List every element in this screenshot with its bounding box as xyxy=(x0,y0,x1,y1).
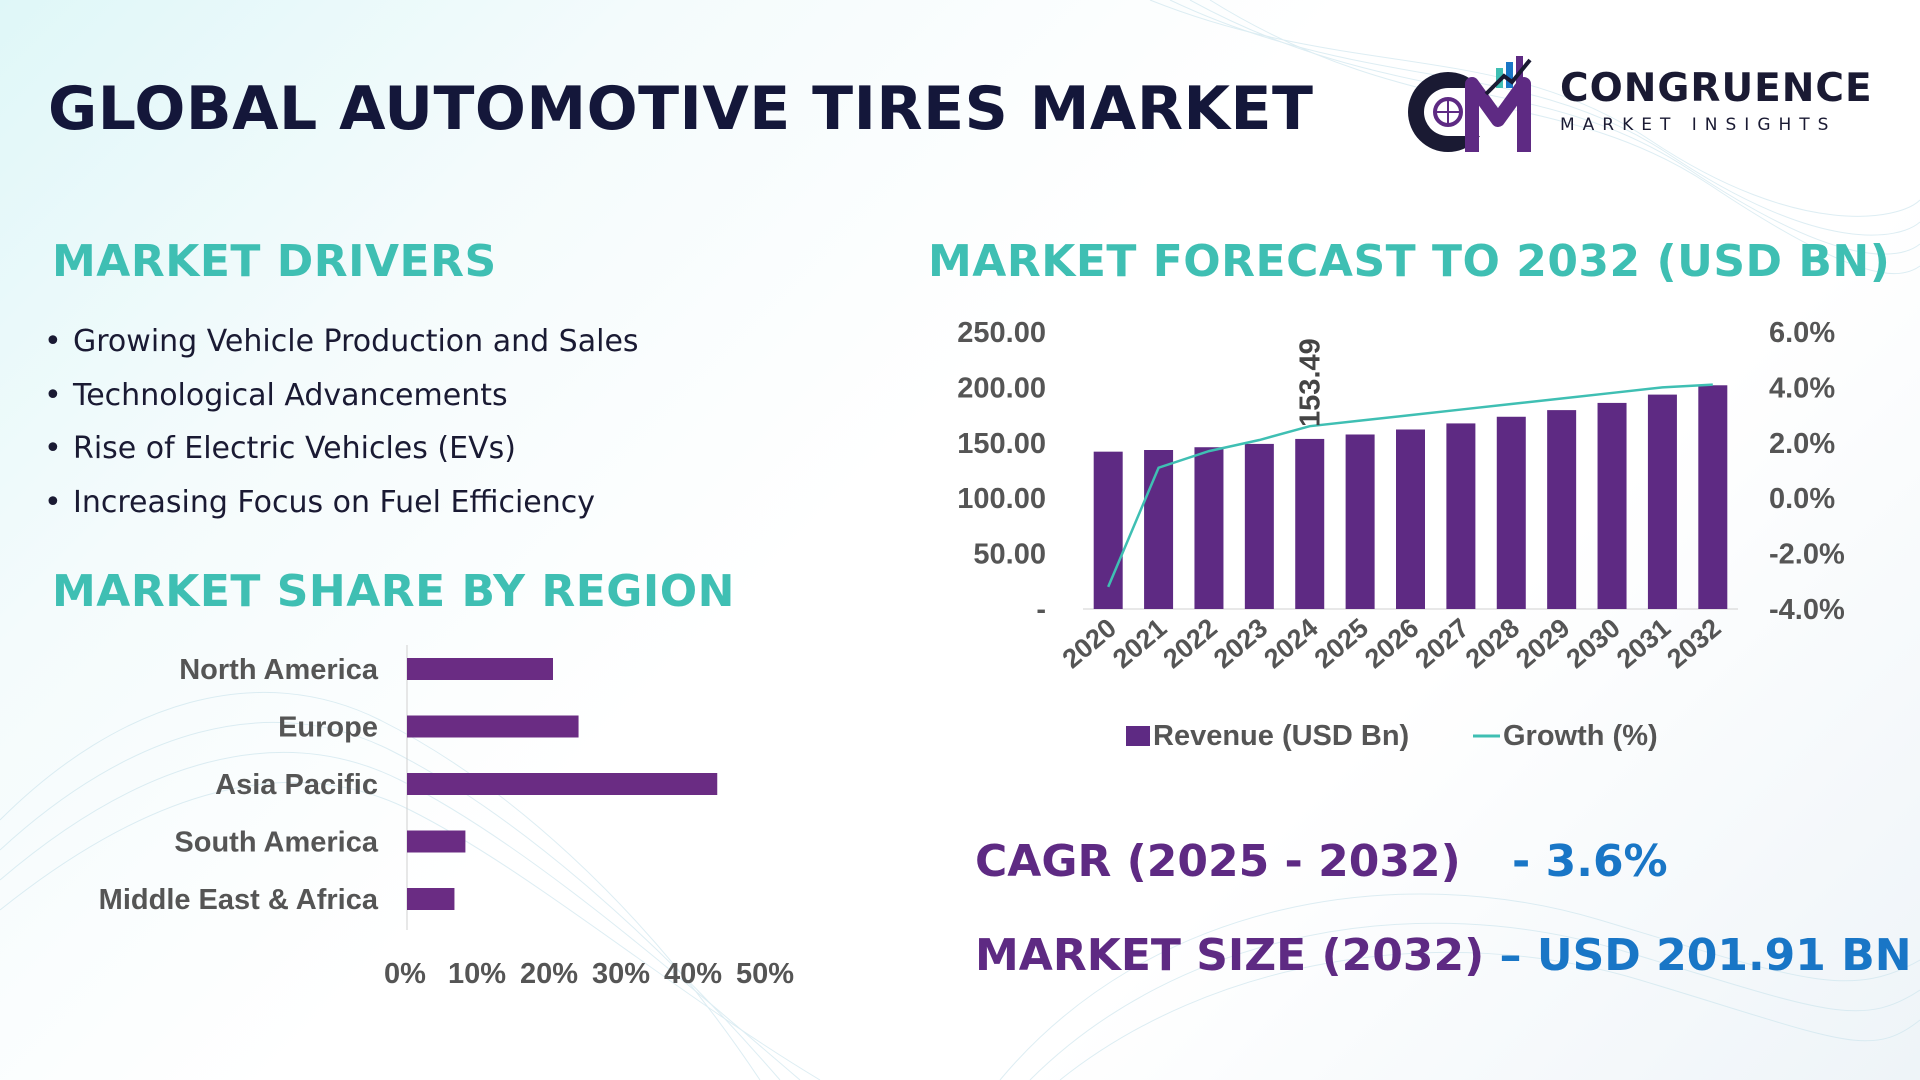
market-size-value: – USD 201.91 BN xyxy=(1499,930,1912,981)
region-category-label: Middle East & Africa xyxy=(99,884,379,916)
forecast-year-label: 2025 xyxy=(1309,613,1374,675)
forecast-year-label: 2031 xyxy=(1611,613,1676,675)
cagr-label: CAGR (2025 - 2032) xyxy=(975,836,1461,887)
forecast-revenue-bar xyxy=(1295,438,1325,609)
forecast-year-label: 2027 xyxy=(1409,613,1474,675)
forecast-revenue-bar xyxy=(1396,429,1425,609)
region-category-label: Europe xyxy=(278,712,378,744)
forecast-revenue-bar xyxy=(1345,434,1375,609)
driver-item: • Increasing Focus on Fuel Efficiency xyxy=(44,485,639,539)
market-size-label: MARKET SIZE (2032) xyxy=(975,930,1500,981)
forecast-heading: MARKET FORECAST TO 2032 (USD BN) xyxy=(928,236,1891,287)
legend-revenue-label: Revenue (USD Bn) xyxy=(1153,720,1409,752)
forecast-year-label: 2028 xyxy=(1460,613,1525,675)
forecast-year-label: 2024 xyxy=(1258,613,1323,675)
region-x-tick-label: 10% xyxy=(448,958,506,990)
forecast-year-label: 2023 xyxy=(1208,613,1273,675)
forecast-right-tick-label: 6.0% xyxy=(1769,317,1835,349)
bullet-icon: • xyxy=(44,324,62,359)
region-bar xyxy=(407,888,455,910)
driver-text: Growing Vehicle Production and Sales xyxy=(73,324,639,359)
forecast-revenue-bar xyxy=(1597,402,1627,609)
forecast-year-label: 2022 xyxy=(1158,613,1223,675)
bullet-icon: • xyxy=(44,377,62,413)
forecast-year-label: 2020 xyxy=(1057,613,1122,675)
drivers-list: • Growing Vehicle Production and Sales • T… xyxy=(44,324,639,538)
company-logo: CONGRUENCE MARKET INSIGHTS xyxy=(1400,54,1873,159)
driver-item: • Rise of Electric Vehicles (EVs) xyxy=(44,431,639,485)
logo-name: CONGRUENCE xyxy=(1560,66,1873,111)
region-heading: MARKET SHARE BY REGION xyxy=(52,566,735,617)
forecast-growth-line xyxy=(1107,383,1713,588)
forecast-right-tick-label: 2.0% xyxy=(1769,428,1835,460)
forecast-left-tick-label: 100.00 xyxy=(957,483,1046,515)
forecast-left-tick-label: 50.00 xyxy=(973,539,1046,571)
logo-tagline: MARKET INSIGHTS xyxy=(1560,115,1837,135)
region-x-tick-label: 20% xyxy=(520,958,578,990)
forecast-year-label: 2032 xyxy=(1661,613,1726,675)
driver-text: Technological Advancements xyxy=(73,377,508,413)
region-bar xyxy=(407,715,579,738)
drivers-heading: MARKET DRIVERS xyxy=(52,236,497,287)
bullet-icon: • xyxy=(44,431,62,466)
region-bar xyxy=(407,830,466,853)
region-x-tick-label: 40% xyxy=(664,958,722,990)
forecast-year-label: 2030 xyxy=(1561,613,1626,675)
forecast-left-tick-label: 250.00 xyxy=(957,317,1046,349)
driver-item: • Growing Vehicle Production and Sales xyxy=(44,324,639,378)
forecast-revenue-bar xyxy=(1446,423,1476,609)
cagr-value: - 3.6% xyxy=(1512,836,1668,887)
logo-mark-icon xyxy=(1408,56,1532,152)
forecast-revenue-bar xyxy=(1496,416,1526,609)
forecast-right-tick-label: -4.0% xyxy=(1769,594,1845,626)
region-x-tick-label: 0% xyxy=(384,958,426,990)
forecast-revenue-bar xyxy=(1244,443,1274,609)
forecast-year-label: 2021 xyxy=(1107,613,1172,675)
forecast-revenue-bar xyxy=(1144,450,1174,609)
region-x-tick-label: 50% xyxy=(736,958,794,990)
forecast-right-tick-label: 4.0% xyxy=(1769,372,1835,404)
legend-revenue-swatch xyxy=(1126,726,1150,746)
driver-item: • Technological Advancements xyxy=(44,378,639,432)
driver-text: Rise of Electric Vehicles (EVs) xyxy=(73,431,516,466)
forecast-revenue-bar xyxy=(1547,410,1577,609)
forecast-left-tick-label: - xyxy=(1036,594,1046,626)
region-bar xyxy=(407,773,718,795)
page-title: GLOBAL AUTOMOTIVE TIRES MARKET xyxy=(48,74,1314,144)
legend-growth-label: Growth (%) xyxy=(1503,720,1658,752)
forecast-revenue-bar xyxy=(1093,451,1123,609)
cagr-stat: CAGR (2025 - 2032) - 3.6% xyxy=(975,836,1668,887)
forecast-revenue-bar xyxy=(1194,447,1224,609)
region-category-label: Asia Pacific xyxy=(215,769,378,801)
forecast-revenue-bar xyxy=(1647,394,1677,609)
bullet-icon: • xyxy=(44,484,62,520)
forecast-right-tick-label: -2.0% xyxy=(1769,539,1845,571)
region-category-label: South America xyxy=(174,827,378,859)
market-size-stat: MARKET SIZE (2032) – USD 201.91 BN xyxy=(975,930,1912,981)
forecast-data-label: 153.49 xyxy=(1295,338,1327,427)
forecast-year-label: 2026 xyxy=(1359,613,1424,675)
region-bar xyxy=(407,658,553,680)
forecast-left-tick-label: 150.00 xyxy=(957,428,1046,460)
forecast-revenue-bar xyxy=(1698,385,1728,609)
driver-text: Increasing Focus on Fuel Efficiency xyxy=(73,484,596,520)
forecast-right-tick-label: 0.0% xyxy=(1769,483,1835,515)
forecast-year-label: 2029 xyxy=(1510,613,1575,675)
region-category-label: North America xyxy=(179,654,379,686)
region-x-tick-label: 30% xyxy=(592,958,650,990)
forecast-left-tick-label: 200.00 xyxy=(957,372,1046,404)
